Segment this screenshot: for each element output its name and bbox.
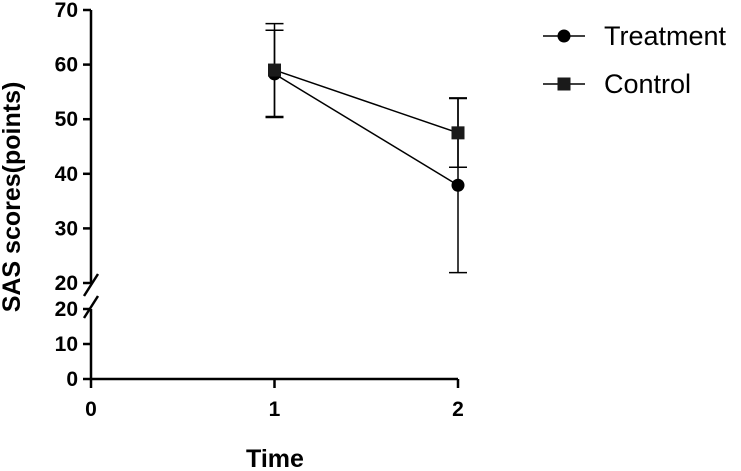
axis-break-mark-upper xyxy=(82,273,100,297)
y-tick-label: 60 xyxy=(55,54,78,77)
series-treatment xyxy=(265,29,467,274)
legend-marker xyxy=(557,77,571,91)
y-tick-label: 20 xyxy=(55,272,78,295)
legend-item-control: Control xyxy=(543,69,691,99)
x-tick-label: 0 xyxy=(85,398,97,421)
legend-marker xyxy=(557,29,571,43)
data-point xyxy=(451,178,465,192)
legend-label: Control xyxy=(604,69,691,99)
y-axis-title: SAS scores(points) xyxy=(0,82,26,313)
data-point xyxy=(268,63,281,77)
x-tick-label: 1 xyxy=(269,398,281,421)
data-point xyxy=(451,126,465,140)
x-axis-title: Time xyxy=(246,445,304,471)
series-line xyxy=(274,69,459,134)
axis-break-mark-lower xyxy=(82,295,100,319)
series-control xyxy=(265,22,467,168)
series-layer xyxy=(265,22,467,274)
axes: 20 30 40 50 60 70 0 10 20 0 1 2 xyxy=(55,0,464,421)
legend: Treatment Control xyxy=(543,21,727,99)
y-tick-label: 20 xyxy=(55,298,78,321)
series-line xyxy=(274,73,459,186)
legend-item-treatment: Treatment xyxy=(543,21,727,51)
y-tick-label: 10 xyxy=(55,333,78,356)
y-tick-label: 0 xyxy=(66,368,78,391)
y-tick-label: 40 xyxy=(55,163,78,186)
y-tick-label: 70 xyxy=(55,0,78,22)
x-tick-label: 2 xyxy=(452,398,464,421)
y-tick-label: 50 xyxy=(55,108,78,131)
y-tick-label: 30 xyxy=(55,217,78,240)
legend-label: Treatment xyxy=(604,21,727,51)
